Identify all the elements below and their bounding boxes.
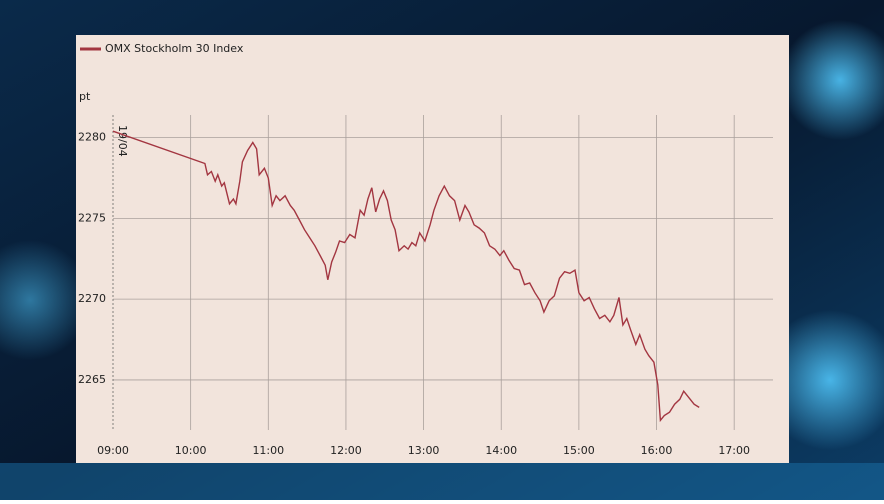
chart-panel <box>76 35 789 463</box>
y-tick-label: 2265 <box>78 373 106 386</box>
background-glow <box>0 240 90 360</box>
x-tick-label: 12:00 <box>330 444 362 457</box>
y-tick-label: 2280 <box>78 131 106 144</box>
x-tick-label: 11:00 <box>252 444 284 457</box>
background-strip <box>0 463 884 500</box>
y-tick-label: 2275 <box>78 211 106 224</box>
x-tick-label: 10:00 <box>175 444 207 457</box>
legend-label: OMX Stockholm 30 Index <box>105 42 244 55</box>
x-tick-label: 14:00 <box>485 444 517 457</box>
background-glow <box>780 20 884 140</box>
x-tick-label: 15:00 <box>563 444 595 457</box>
x-tick-label: 17:00 <box>718 444 750 457</box>
x-tick-label: 13:00 <box>408 444 440 457</box>
x-tick-label: 16:00 <box>641 444 673 457</box>
y-tick-label: 2270 <box>78 292 106 305</box>
background-glow <box>760 310 884 450</box>
data-line <box>112 130 700 423</box>
y-axis-unit: pt <box>79 90 91 103</box>
x-tick-label: 09:00 <box>97 444 129 457</box>
date-annotation: 19/04 <box>116 125 129 157</box>
